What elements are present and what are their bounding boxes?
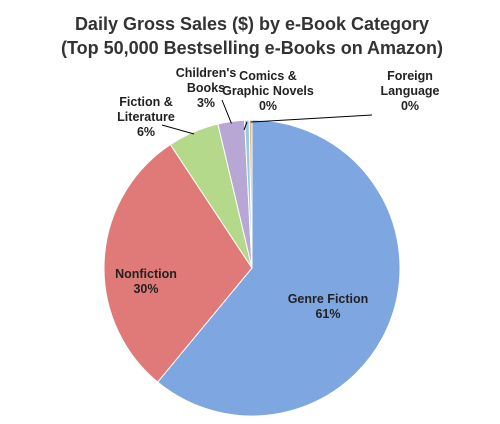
leader-line-comics-graphic-novels [243, 121, 248, 131]
chart-title: Daily Gross Sales ($) by e-Book Category [75, 14, 429, 34]
slice-label-line: 30% [133, 282, 158, 296]
slice-label-line: Nonfiction [115, 267, 177, 281]
slice-label-fiction-literature: Fiction & Literature 6% [117, 95, 175, 139]
label-leaders [161, 99, 373, 135]
slice-label-line: 0% [401, 99, 419, 113]
slice-label-line: Graphic Novels [222, 84, 314, 98]
slice-label-comics-graphic-novels: Comics & Graphic Novels 0% [222, 69, 314, 113]
slice-label-line: 61% [315, 307, 340, 321]
pie-slice-nonfiction [103, 143, 253, 383]
pie-slice-genre-fiction [156, 119, 401, 417]
slice-label-line: Foreign [387, 69, 433, 83]
slice-label-foreign-language: Foreign Language 0% [380, 69, 439, 113]
pie-slice-foreign-language [248, 119, 253, 269]
slice-label-line: 6% [137, 125, 155, 139]
slice-label-line: Literature [117, 110, 175, 124]
chart-subtitle: (Top 50,000 Bestselling e-Books on Amazo… [61, 38, 443, 58]
leader-line-fiction-literature [161, 124, 195, 135]
slice-label-line: Fiction & [119, 95, 172, 109]
slice-label-line: Children's [176, 66, 237, 80]
slice-label-children-s-books: Children's Books 3% [176, 66, 237, 110]
leader-line-children-s-books [221, 99, 232, 124]
slice-label-line: 0% [259, 99, 277, 113]
slice-label-line: Books [187, 81, 225, 95]
slice-label-line: Comics & [239, 69, 297, 83]
leader-line-foreign-language [250, 114, 373, 123]
slice-label-line: 3% [197, 96, 215, 110]
slice-label-line: Language [380, 84, 439, 98]
slice-label-nonfiction: Nonfiction 30% [115, 267, 177, 296]
slice-label-line: Genre Fiction [288, 292, 369, 306]
pie-slices [103, 119, 401, 417]
slice-labels: Genre Fiction 61% Nonfiction 30% Fiction & Li… [115, 66, 439, 321]
slice-label-genre-fiction: Genre Fiction 61% [288, 292, 369, 321]
